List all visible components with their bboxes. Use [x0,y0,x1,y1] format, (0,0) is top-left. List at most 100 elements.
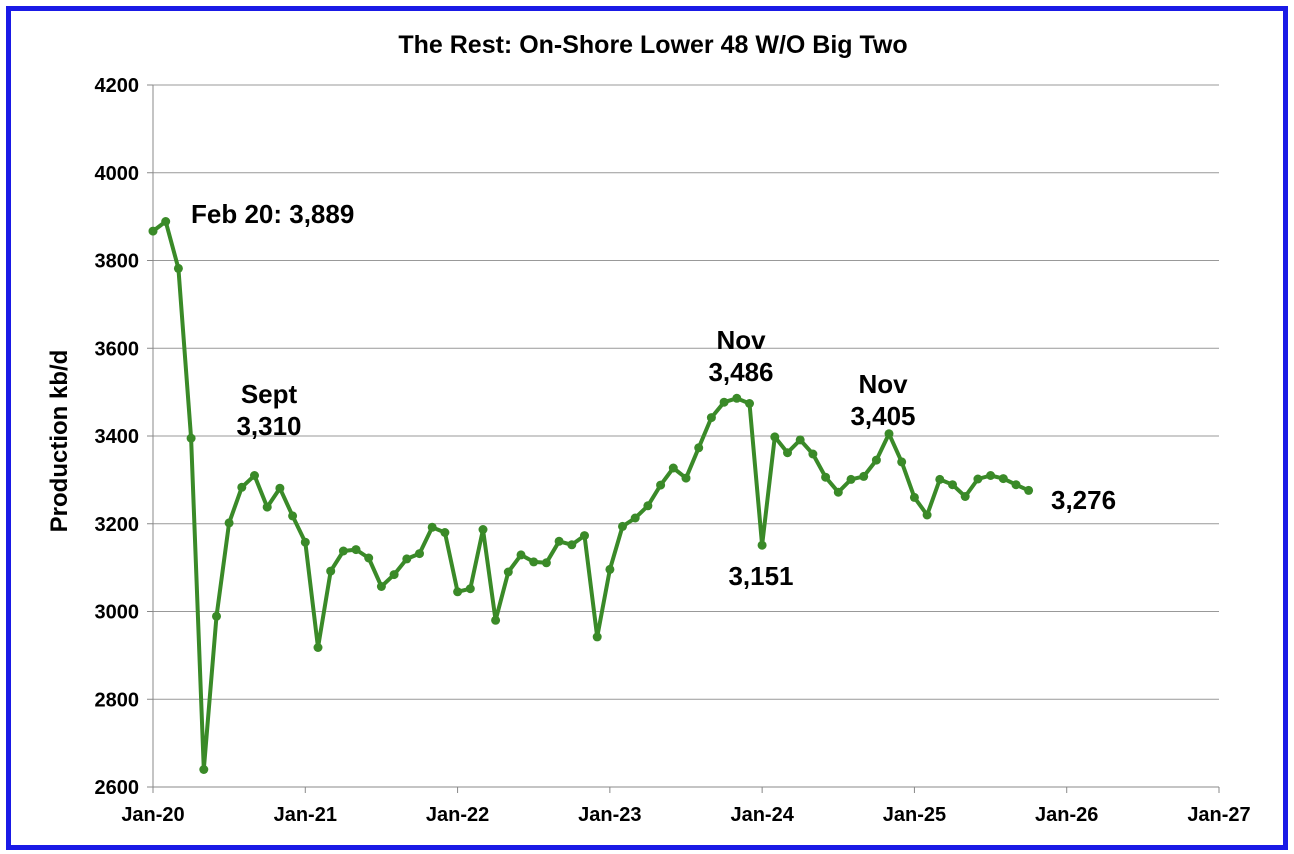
x-tick-label: Jan-21 [274,804,337,826]
annotation-label: 3,276 [1051,485,1116,515]
data-point [1024,485,1034,495]
data-point [935,474,945,484]
data-point [656,480,666,490]
data-point [338,546,348,556]
data-point [237,482,247,492]
annotation-label: Nov 3,486 [708,325,773,387]
data-point [491,615,501,625]
data-point [440,528,450,537]
data-point [897,457,907,467]
line-chart: The Rest: On-Shore Lower 48 W/O Big Two … [46,31,1251,826]
data-point [719,397,729,407]
data-point [415,549,424,559]
annotation-line: 3,276 [1051,485,1116,515]
x-tick-label: Jan-22 [426,804,489,826]
data-point [300,537,310,547]
data-point [516,550,526,560]
data-point [364,553,374,563]
data-point [795,435,805,445]
annotation-label: Nov 3,405 [850,369,915,431]
data-point [529,557,539,567]
data-point [465,584,475,594]
data-point [630,513,640,523]
series-production [148,217,1034,774]
x-tick-label: Jan-20 [121,804,184,826]
data-point [998,474,1008,484]
data-point [859,471,869,481]
data-point [694,443,704,453]
series-line [151,219,1030,772]
data-point [326,566,336,576]
data-point [846,474,856,484]
x-tick-label: Jan-23 [578,804,641,826]
y-tick-label: 3600 [95,338,140,360]
data-point [427,522,437,532]
data-point [212,611,221,621]
x-tick-label: Jan-27 [1187,804,1250,826]
y-tick-label: 4200 [95,75,140,97]
annotation-label: Sept 3,310 [236,379,301,441]
data-point [973,474,983,484]
gridlines [153,84,1219,700]
data-point [668,463,678,473]
y-axis-label: Production kb/d [46,350,73,533]
data-point [262,502,272,512]
y-tick-label: 2800 [95,689,140,711]
data-point [605,564,615,574]
x-tick-label: Jan-25 [883,804,946,826]
data-point [478,525,488,534]
data-point [681,473,691,483]
data-point [224,518,234,528]
data-point [199,765,209,774]
annotation-line: 3,405 [850,401,915,431]
data-point [986,471,996,480]
data-point [821,472,831,482]
annotation-line: 3,310 [236,411,301,441]
data-point [351,545,361,555]
y-tick-label: 3200 [95,514,140,536]
data-point [884,429,894,439]
annotation-line: Sept [241,379,298,409]
annotation-line: Feb 20: 3,889 [191,199,354,229]
annotation-label: 3,151 [728,561,793,591]
data-point [389,570,399,580]
data-point [541,558,551,568]
data-point [275,483,285,493]
data-point [643,501,653,511]
chart-title: The Rest: On-Shore Lower 48 W/O Big Two [398,31,907,59]
data-point [148,226,158,236]
data-point [173,263,183,273]
y-tick-label: 3800 [95,251,140,273]
data-point [618,521,627,531]
data-point [580,531,589,541]
data-point [250,471,259,480]
annotation-line: Nov [858,369,908,399]
annotation-line: 3,151 [728,561,793,591]
annotation-label: Feb 20: 3,889 [191,199,354,229]
data-point [313,643,323,652]
chart-frame: The Rest: On-Shore Lower 48 W/O Big Two … [6,6,1288,850]
data-point [770,432,780,442]
data-point [161,217,171,226]
data-point [592,632,602,642]
data-point [288,511,298,521]
data-point [808,449,818,459]
y-tick-label: 3400 [95,426,140,448]
axes: 2600 2800 3000 3200 3400 3600 3800 4000 4200 Jan-… [95,75,1251,826]
data-point [833,487,843,497]
annotation-line: Nov [716,325,766,355]
data-point [554,536,564,546]
x-tick-label: Jan-26 [1035,804,1098,826]
y-tick-label: 2600 [95,777,140,799]
data-point [909,492,919,502]
y-tick-label: 4000 [95,163,140,185]
annotation-line: 3,486 [708,357,773,387]
data-point [960,492,970,501]
data-point [757,540,767,550]
data-point [948,480,957,490]
data-point [376,582,386,591]
y-tick-label: 3000 [95,602,140,624]
data-point [922,510,932,520]
data-point [186,433,196,443]
